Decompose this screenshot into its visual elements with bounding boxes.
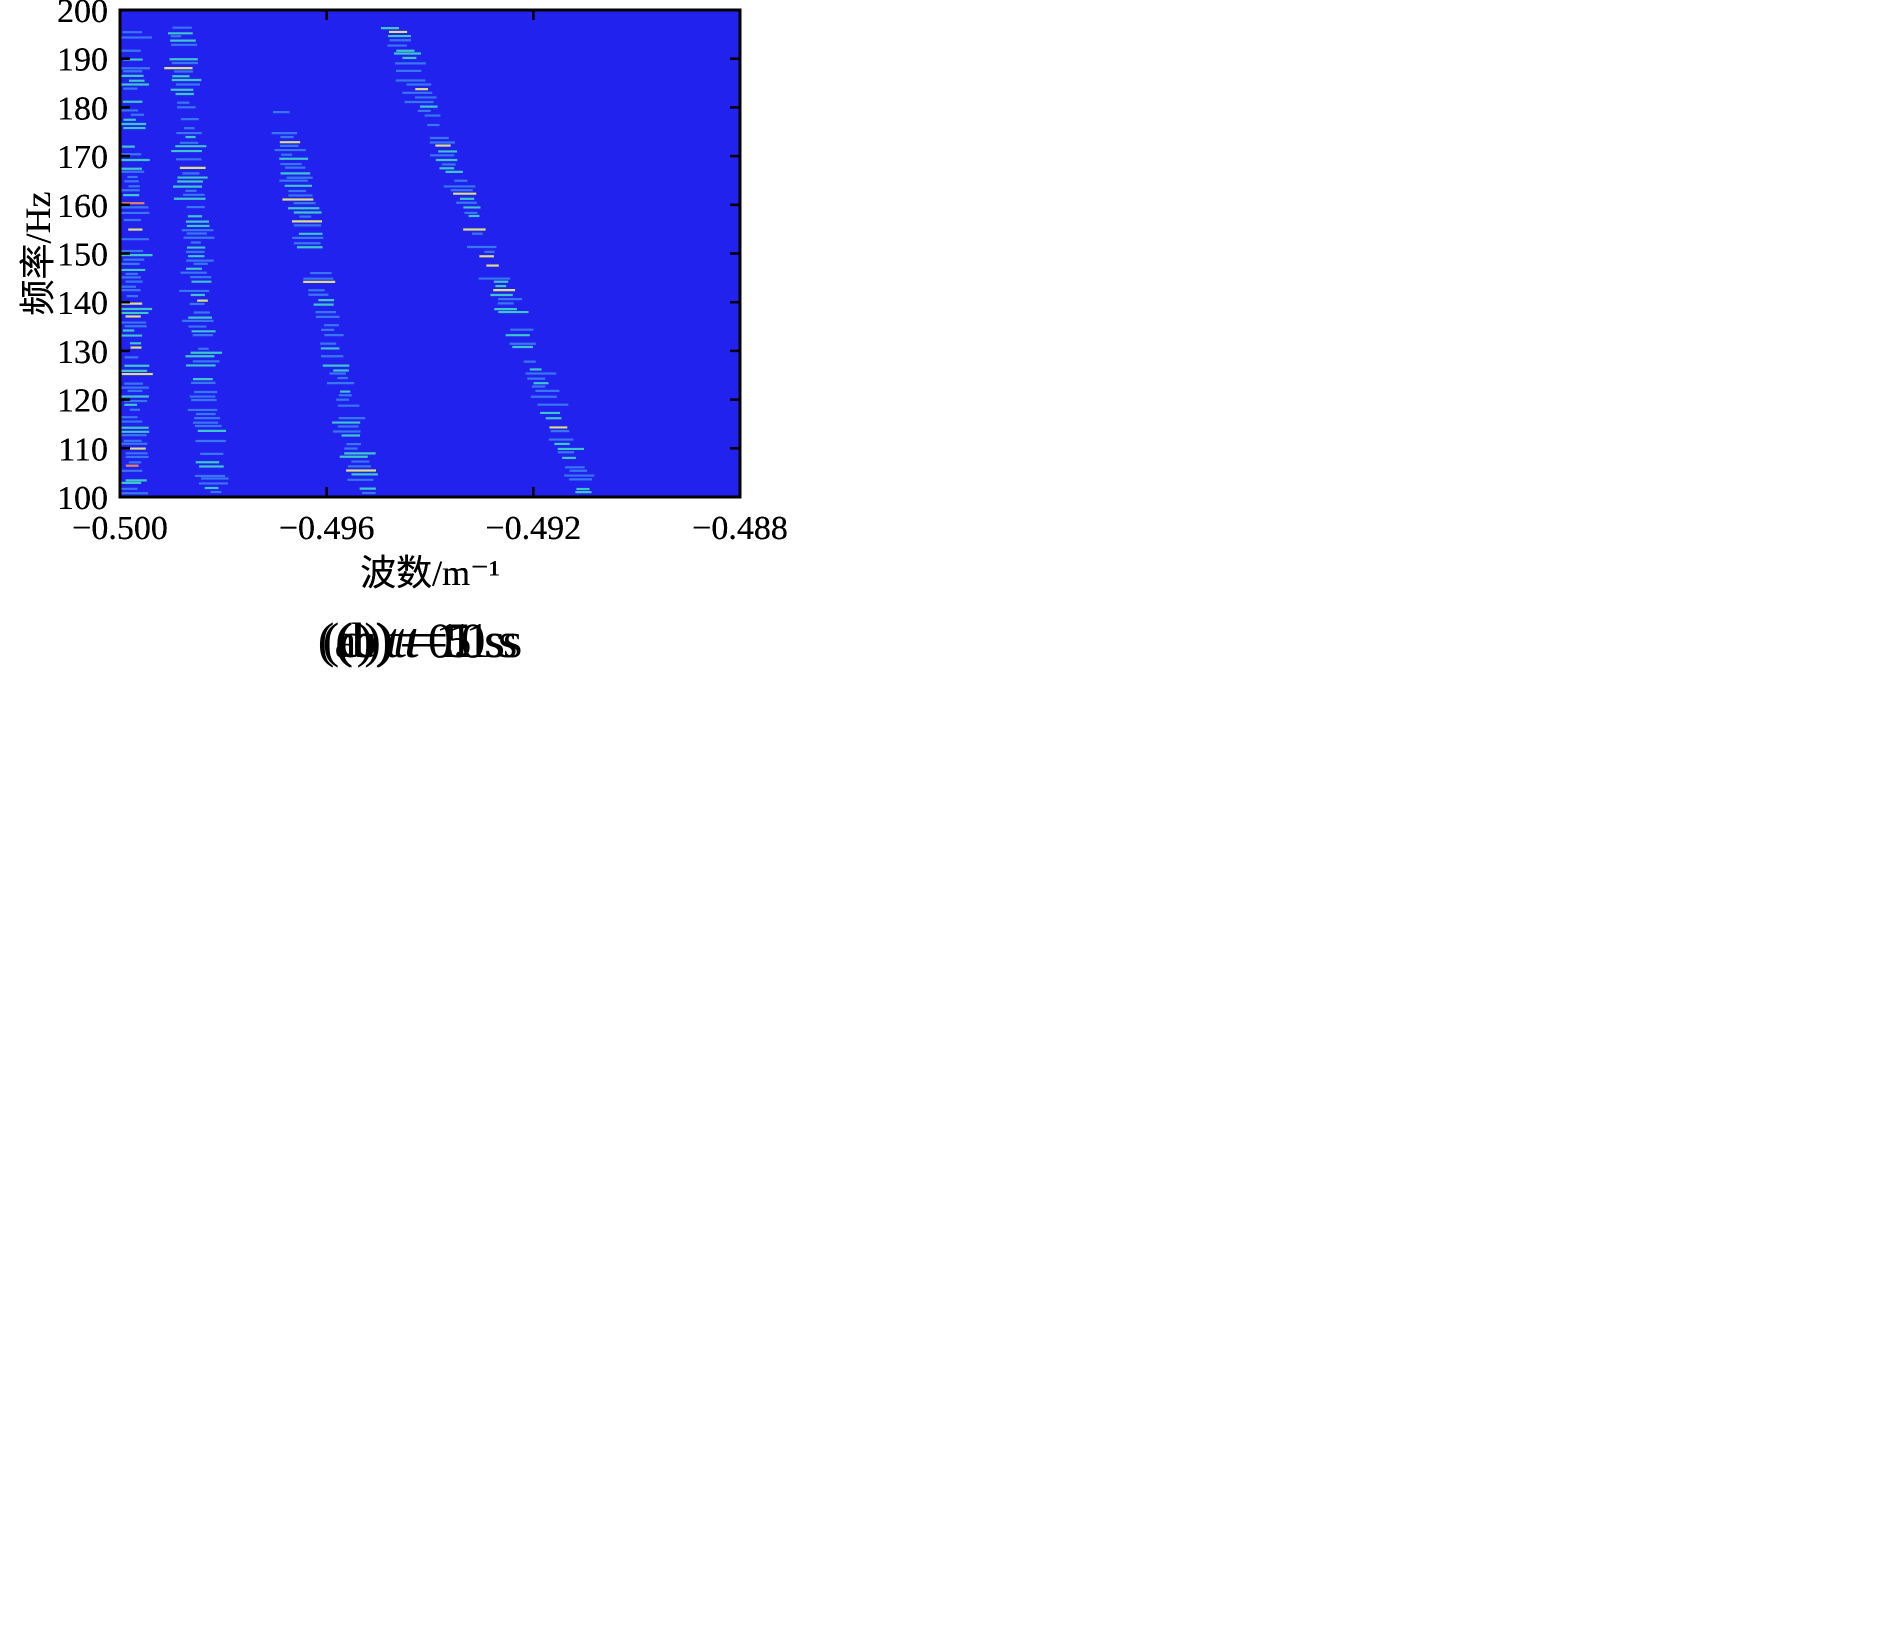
x-tick-label: −0.500 [72,510,168,547]
caption-variable: t [404,612,419,668]
y-tick-label: 140 [57,285,108,322]
y-tick-label: 190 [57,42,108,79]
y-tick-label: 120 [57,383,108,420]
caption-value: =10 s [407,612,517,668]
panel-caption: (a) t=0.1 s [318,612,523,668]
y-axis-label: 频率/Hz [18,192,58,316]
y-tick-label: 160 [57,188,108,225]
y-tick-label: 170 [57,139,108,176]
x-tick-label: −0.496 [279,510,375,547]
y-tick-label: 200 [57,0,108,30]
y-axis-label: 频率/Hz [18,192,58,316]
y-tick-label: 170 [57,139,108,176]
y-tick-label: 180 [57,90,108,127]
x-tick-label: −0.496 [279,510,375,547]
y-tick-label: 170 [57,139,108,176]
x-tick-label: −0.492 [485,510,581,547]
caption-variable: t [386,612,401,668]
panel-caption: (b) t=1 s [335,612,505,668]
caption-prefix: (c) [336,612,404,668]
x-axis-label: 波数/m⁻¹ [360,553,500,593]
x-axis-label: 波数/m⁻¹ [360,553,500,593]
y-tick-label: 130 [57,334,108,371]
y-tick-label: 100 [57,480,108,517]
y-tick-label: 150 [57,237,108,274]
y-tick-label: 180 [57,90,108,127]
y-tick-label: 150 [57,237,108,274]
caption-prefix: (d) [323,612,394,668]
y-tick-label: 140 [57,285,108,322]
caption-value: =0.1 s [400,612,523,668]
y-tick-label: 150 [57,237,108,274]
y-tick-label: 130 [57,334,108,371]
y-tick-label: 200 [57,0,108,30]
caption-prefix: (a) [318,612,386,668]
x-tick-label: −0.492 [485,510,581,547]
plot-background [120,10,740,497]
x-tick-label: −0.496 [279,510,375,547]
y-tick-label: 130 [57,334,108,371]
y-tick-label: 160 [57,188,108,225]
y-tick-label: 180 [57,90,108,127]
x-tick-label: −0.496 [279,510,375,547]
y-tick-label: 180 [57,90,108,127]
y-tick-label: 110 [58,431,108,468]
chart-svg-d: 100 110 120 130 140 150 160 170 180 190 200 −0.500 −… [18,0,788,668]
y-tick-label: 120 [57,383,108,420]
y-tick-label: 190 [57,42,108,79]
y-tick-label: 200 [57,0,108,30]
x-tick-label: −0.488 [692,510,788,547]
x-axis-label: 波数/m⁻¹ [360,553,500,593]
x-tick-label: −0.492 [485,510,581,547]
x-tick-label: −0.488 [692,510,788,547]
caption-value: =5 s [418,612,503,668]
x-tick-label: −0.492 [485,510,581,547]
x-tick-label: −0.500 [72,510,168,547]
panel-caption: (c) t=5 s [336,612,503,668]
y-tick-label: 120 [57,383,108,420]
y-tick-label: 160 [57,188,108,225]
x-tick-label: −0.488 [692,510,788,547]
y-tick-label: 130 [57,334,108,371]
y-tick-label: 140 [57,285,108,322]
panel-caption: (d) t=10 s [323,612,518,668]
y-tick-label: 100 [57,480,108,517]
y-tick-label: 160 [57,188,108,225]
y-tick-label: 110 [58,431,108,468]
y-tick-label: 100 [57,480,108,517]
caption-variable: t [406,612,421,668]
y-tick-label: 170 [57,139,108,176]
y-tick-label: 120 [57,383,108,420]
x-tick-label: −0.488 [692,510,788,547]
y-tick-label: 150 [57,237,108,274]
y-tick-label: 190 [57,42,108,79]
y-tick-label: 200 [57,0,108,30]
x-tick-label: −0.500 [72,510,168,547]
caption-variable: t [393,612,408,668]
x-axis-label: 波数/m⁻¹ [360,553,500,593]
y-tick-label: 110 [58,431,108,468]
caption-prefix: (b) [335,612,406,668]
y-tick-label: 110 [58,431,108,468]
y-axis-label: 频率/Hz [18,192,58,316]
y-tick-label: 190 [57,42,108,79]
panel-d: 100 110 120 130 140 150 160 170 180 190 200 −0.500 −… [0,0,940,835]
y-tick-label: 100 [57,480,108,517]
y-tick-label: 140 [57,285,108,322]
x-tick-label: −0.500 [72,510,168,547]
y-axis-label: 频率/Hz [18,192,58,316]
caption-value: =1 s [420,612,505,668]
